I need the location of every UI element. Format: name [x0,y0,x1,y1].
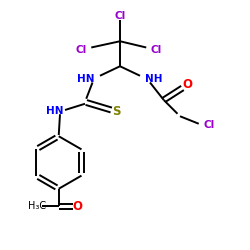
Text: HN: HN [46,106,64,116]
Text: NH: NH [145,74,162,84]
Text: Cl: Cl [203,120,214,130]
Text: S: S [112,105,120,118]
Text: Cl: Cl [114,11,126,21]
Text: HN: HN [78,74,95,84]
Text: O: O [182,78,192,92]
Text: Cl: Cl [150,45,162,55]
Text: Cl: Cl [76,45,87,55]
Text: H₃C: H₃C [28,201,46,211]
Text: O: O [72,200,83,213]
